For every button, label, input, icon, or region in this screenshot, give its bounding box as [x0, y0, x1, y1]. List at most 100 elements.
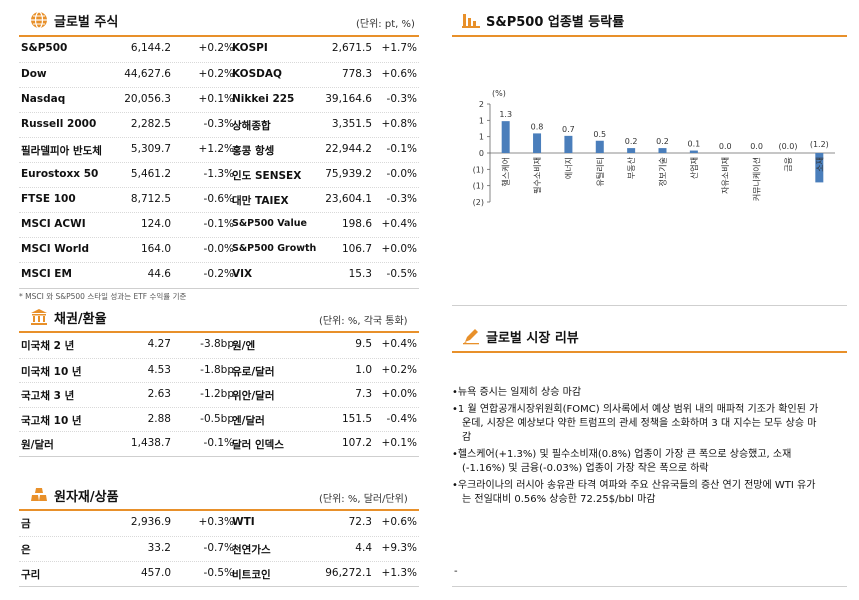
bar-value-label: 0.0	[719, 142, 732, 151]
row-change-left: +1.2%	[198, 143, 234, 155]
row-value-left: 33.2	[147, 542, 171, 554]
row-value-right: 22,944.2	[325, 143, 372, 155]
footnote: * MSCI 와 S&P500 스타일 성과는 ETF 수익률 기준	[19, 292, 187, 301]
bar-value-label: 0.0	[750, 142, 763, 151]
x-category-label: 필수소비재	[532, 157, 542, 194]
x-category-label: 자유소비재	[721, 157, 730, 194]
row-value-right: 9.5	[355, 338, 372, 350]
row-change-right: -0.4%	[386, 412, 417, 425]
row-value-right: 778.3	[341, 68, 372, 80]
row-value-right: 107.2	[341, 437, 372, 449]
y-unit-label: (%)	[492, 89, 506, 98]
row-value-left: 5,309.7	[130, 143, 171, 155]
row-value-right: 23,604.1	[325, 193, 372, 205]
table-row: 미국채 10 년 4.53 -1.8bp 유로/달러 1.0 +0.2%	[19, 357, 419, 384]
divider	[452, 351, 847, 353]
row-value-left: 6,144.2	[130, 42, 171, 54]
end-mark: -	[454, 566, 458, 577]
row-change-right: -0.3%	[386, 193, 417, 205]
row-name-right: 천연가스	[232, 544, 271, 556]
row-change-left: -0.2%	[203, 268, 234, 280]
bar-부동산	[627, 148, 636, 153]
y-tick-label: 1	[479, 116, 484, 125]
row-change-right: +1.3%	[381, 567, 417, 579]
row-name-left: S&P500	[21, 42, 68, 54]
review-header: 글로벌 시장 리뷰	[462, 325, 579, 347]
pencil-icon	[463, 329, 479, 345]
row-name-left: MSCI ACWI	[21, 218, 86, 230]
row-value-left: 2.88	[147, 412, 171, 425]
row-name-right: 유로/달러	[232, 365, 275, 378]
bar-정보기술	[658, 148, 667, 153]
row-name-right: 엔/달러	[232, 414, 265, 427]
x-category-label: 부동산	[626, 156, 636, 179]
chart-title: S&P500 업종별 등락률	[486, 14, 625, 30]
row-name-left: Nasdaq	[21, 93, 66, 105]
bonds-fx-header: 채권/환율	[30, 306, 107, 328]
divider	[19, 35, 419, 37]
table-row: MSCI World 164.0 -0.0% S&P500 Growth 106.7 +0…	[19, 237, 419, 263]
divider	[452, 35, 847, 37]
row-change-right: +1.7%	[381, 42, 417, 54]
row-value-right: 198.6	[341, 218, 372, 230]
row-name-left: 필라델피아 반도체	[21, 145, 102, 157]
divider	[19, 509, 419, 511]
row-change-right: +0.0%	[381, 243, 417, 255]
table-row: 미국채 2 년 4.27 -3.8bp 원/엔 9.5 +0.4%	[19, 333, 419, 358]
row-name-right: 홍콩 항셍	[232, 145, 275, 157]
table-row: Eurostoxx 50 5,461.2 -1.3% 인도 SENSEX 75,939.…	[19, 162, 419, 188]
divider	[19, 288, 419, 289]
y-tick-label: (1)	[473, 182, 484, 191]
bar-value-label: 0.2	[656, 137, 669, 146]
row-name-right: 원/엔	[232, 340, 256, 352]
row-name-left: Eurostoxx 50	[21, 168, 99, 180]
row-value-right: 4.4	[355, 542, 372, 554]
row-change-left: +0.3%	[198, 516, 234, 528]
y-tick-label: 0	[479, 149, 484, 158]
row-change-left: -1.3%	[203, 168, 234, 180]
row-change-right: -0.5%	[386, 268, 417, 280]
bar-value-label: 0.8	[531, 122, 544, 131]
row-change-left: -3.8bp	[200, 338, 234, 350]
table-row: 구리 457.0 -0.5% 비트코인 96,272.1 +1.3%	[19, 561, 419, 587]
row-value-left: 44,627.6	[124, 68, 171, 80]
row-name-right: 위안/달러	[232, 390, 275, 402]
row-change-left: -0.6%	[203, 193, 234, 205]
table-row: S&P500 6,144.2 +0.2% KOSPI 2,671.5 +1.7%	[19, 37, 419, 62]
row-change-right: +0.8%	[381, 118, 417, 130]
row-name-right: KOSPI	[232, 42, 268, 54]
row-name-left: Dow	[21, 68, 47, 80]
row-value-left: 2,936.9	[130, 516, 171, 528]
row-value-right: 2,671.5	[331, 42, 372, 54]
y-tick-label: (1)	[473, 165, 484, 174]
row-value-left: 8,712.5	[130, 193, 171, 205]
row-change-left: +0.2%	[198, 68, 234, 80]
row-name-left: Russell 2000	[21, 118, 97, 130]
y-tick-label: (2)	[473, 198, 484, 207]
row-change-left: -0.5bp	[200, 412, 234, 425]
review-item: •우크라이나의 러시아 송유관 타격 여파와 주요 산유국들의 증산 연기 전망…	[452, 480, 816, 505]
row-value-left: 5,461.2	[130, 168, 171, 180]
row-name-left: 미국채 2 년	[21, 340, 75, 352]
bonds-fx-title: 채권/환율	[54, 311, 107, 327]
row-name-right: Nikkei 225	[232, 93, 295, 105]
row-name-right: 대만 TAIEX	[232, 195, 289, 207]
commodities-header: 원자재/상품	[30, 484, 119, 506]
gold-bars-icon	[31, 488, 47, 501]
table-row: MSCI ACWI 124.0 -0.1% S&P500 Value 198.6 +0.4…	[19, 212, 419, 238]
x-category-label: 산업재	[689, 157, 699, 179]
row-value-left: 20,056.3	[124, 93, 171, 105]
global-stocks-unit: (단위: pt, %)	[356, 19, 415, 30]
row-change-left: -0.0%	[203, 243, 234, 255]
row-change-left: -0.1%	[203, 218, 234, 230]
row-value-left: 2,282.5	[130, 118, 171, 130]
row-change-right: +0.6%	[381, 516, 417, 528]
globe-icon	[31, 11, 47, 29]
row-value-left: 457.0	[140, 567, 171, 579]
bar-value-label: 0.2	[625, 137, 638, 146]
row-name-right: KOSDAQ	[232, 68, 282, 80]
table-row: 금 2,936.9 +0.3% WTI 72.3 +0.6%	[19, 511, 419, 536]
commodities-unit: (단위: %, 달러/단위)	[319, 494, 408, 505]
bar-value-label: 0.1	[687, 140, 700, 149]
bar-헬스케어	[501, 121, 510, 153]
